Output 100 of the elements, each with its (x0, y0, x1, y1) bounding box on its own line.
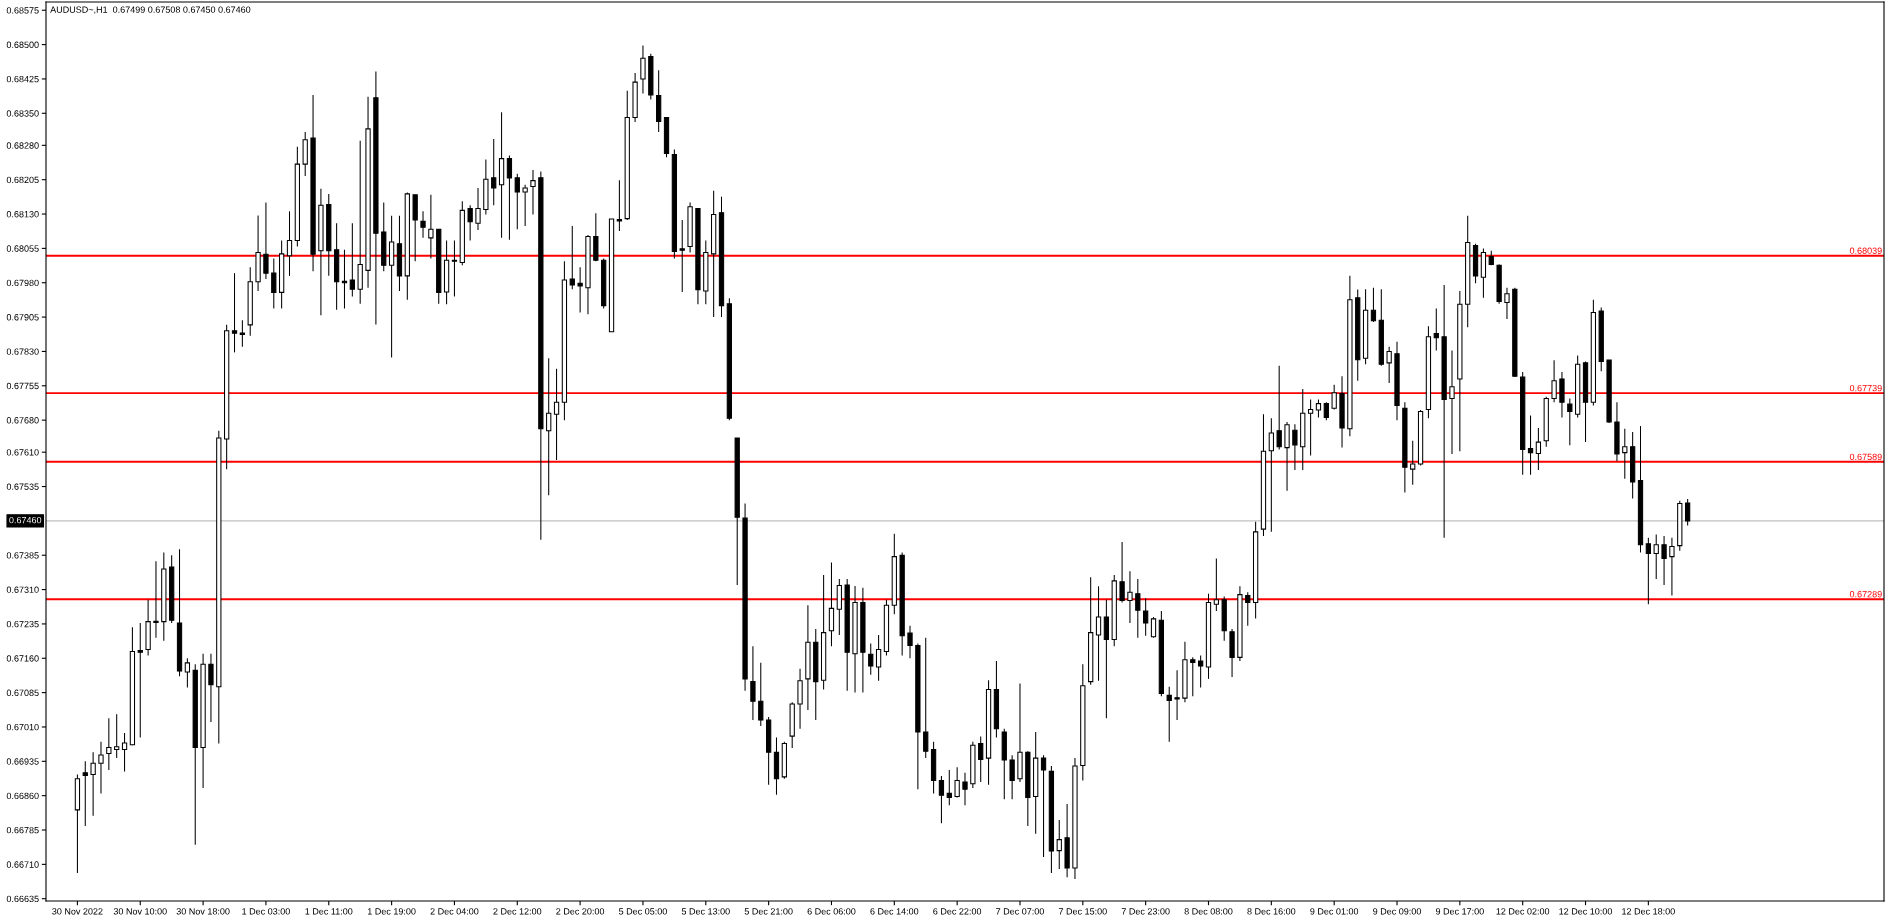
candlestick (1198, 655, 1204, 689)
candlestick (1669, 537, 1675, 597)
x-tick-label: 12 Dec 10:00 (1559, 908, 1613, 915)
candlestick (137, 622, 143, 739)
candlestick (1284, 421, 1290, 492)
y-tick-label: 0.66860 (6, 792, 39, 800)
y-tick-label: 0.67010 (6, 723, 39, 731)
y-tick-label: 0.68425 (6, 75, 39, 83)
candlestick (797, 668, 803, 730)
candlestick (491, 138, 497, 206)
candlestick (1567, 398, 1573, 446)
x-tick-label: 30 Nov 10:00 (113, 908, 167, 915)
x-tick-label: 6 Dec 14:00 (870, 908, 919, 915)
candlestick (114, 713, 120, 759)
x-tick-label: 5 Dec 05:00 (618, 908, 667, 915)
candlestick (1535, 427, 1542, 471)
y-tick-label: 0.66785 (6, 826, 39, 834)
candlestick (828, 562, 835, 647)
candlestick (451, 240, 458, 297)
candlestick (962, 772, 968, 806)
candlestick (1009, 754, 1015, 800)
candlestick (1268, 417, 1274, 533)
candlestick (758, 662, 764, 727)
candlestick (522, 184, 528, 227)
ref-line-label: 0.67739 (1849, 384, 1882, 392)
y-tick-label: 0.68130 (6, 211, 39, 218)
candlestick (1684, 498, 1691, 526)
candlestick (1150, 616, 1157, 639)
candlestick (121, 732, 128, 772)
x-tick-label: 7 Dec 23:00 (1121, 908, 1170, 915)
y-tick-label: 0.67160 (6, 655, 39, 662)
candlestick (593, 212, 599, 262)
x-tick-label: 9 Dec 01:00 (1310, 908, 1359, 915)
candlestick (546, 357, 552, 496)
candlestick (1386, 346, 1392, 384)
y-tick-label: 0.67235 (6, 620, 39, 628)
candlestick (1370, 287, 1377, 323)
ref-line-label: 0.67460 (9, 516, 42, 524)
chart-title: AUDUSD~,H1 0.67499 0.67508 0.67450 0.67460 (50, 6, 251, 14)
candlestick (1449, 350, 1455, 455)
candlestick (98, 741, 104, 794)
y-tick-label: 0.67085 (6, 689, 39, 696)
candlestick (271, 257, 277, 309)
x-tick-label: 8 Dec 08:00 (1184, 908, 1233, 915)
candlestick (388, 215, 395, 358)
candlestick (530, 169, 536, 216)
candlestick (679, 219, 685, 293)
candlestick (938, 775, 945, 824)
candlestick (1166, 686, 1172, 743)
candlestick (1527, 415, 1534, 476)
y-tick-label: 0.67610 (6, 449, 39, 456)
y-tick-label: 0.66710 (6, 861, 39, 868)
x-tick-label: 7 Dec 15:00 (1058, 908, 1107, 915)
candlestick (954, 766, 960, 799)
candlestick (1331, 384, 1337, 411)
x-tick-label: 5 Dec 13:00 (681, 908, 730, 915)
candlestick (1504, 287, 1510, 320)
x-tick-label: 30 Nov 2022 (52, 908, 103, 915)
y-tick-label: 0.67830 (6, 348, 39, 355)
y-tick-label: 0.68205 (6, 176, 39, 184)
candlestick (868, 643, 874, 676)
x-tick-label: 9 Dec 09:00 (1373, 908, 1421, 915)
candlestick (640, 44, 646, 95)
candlestick (978, 736, 984, 783)
candlestick (907, 625, 913, 659)
ref-line-label: 0.67289 (1849, 591, 1882, 598)
candlestick (286, 210, 293, 277)
candlestick (506, 154, 513, 241)
ref-line-label: 0.68039 (1849, 247, 1882, 254)
y-tick-label: 0.68500 (6, 41, 39, 48)
candlestick (1127, 570, 1133, 624)
candlestick (184, 657, 191, 689)
candlestick (1276, 365, 1282, 450)
ref-line-label: 0.67589 (1849, 453, 1882, 461)
x-tick-label: 5 Dec 21:00 (744, 908, 793, 915)
y-tick-label: 0.68575 (6, 7, 39, 14)
candlestick (1551, 359, 1557, 403)
candlestick (1040, 754, 1047, 858)
x-tick-label: 6 Dec 06:00 (807, 908, 856, 915)
y-tick-label: 0.66935 (6, 758, 39, 765)
x-tick-label: 6 Dec 22:00 (933, 908, 982, 915)
candlestick (1119, 541, 1125, 603)
x-tick-label: 1 Dec 19:00 (367, 908, 416, 915)
candlestick (514, 173, 520, 230)
y-tick-label: 0.67980 (6, 279, 39, 287)
x-tick-label: 1 Dec 11:00 (305, 908, 353, 915)
candlestick (1135, 578, 1141, 639)
y-tick-label: 0.68055 (6, 245, 39, 252)
candlestick (231, 272, 238, 353)
x-tick-label: 12 Dec 02:00 (1496, 908, 1550, 915)
candlestick (106, 717, 112, 771)
y-tick-label: 0.67755 (6, 382, 39, 390)
candlestick (475, 187, 481, 231)
candlestick (1622, 428, 1628, 480)
y-tick-label: 0.67905 (6, 314, 39, 321)
y-tick-label: 0.68280 (6, 142, 39, 149)
x-tick-label: 8 Dec 16:00 (1247, 908, 1296, 915)
candlestick (569, 225, 575, 290)
candlestick (1292, 423, 1298, 471)
y-tick-label: 0.68350 (6, 110, 39, 117)
